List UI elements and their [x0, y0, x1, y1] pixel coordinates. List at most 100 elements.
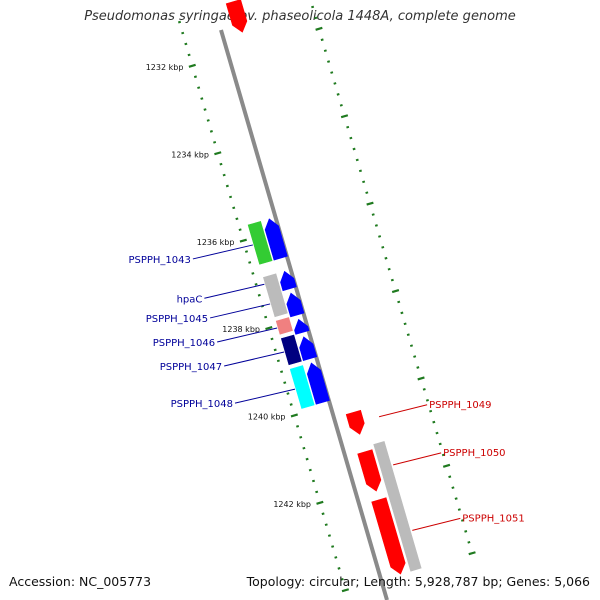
- major-tick: [341, 588, 350, 593]
- gene-feature-blue-plus[interactable]: [286, 292, 305, 318]
- gene-label[interactable]: PSPPH_1051: [462, 513, 524, 524]
- gene-label[interactable]: PSPPH_1045: [146, 314, 208, 325]
- gene-feature-blue-plus[interactable]: [280, 270, 297, 292]
- minor-tick: [289, 403, 293, 406]
- minor-tick: [177, 20, 182, 24]
- major-tick: [290, 413, 299, 418]
- minor-tick: [184, 42, 188, 46]
- minor-tick: [346, 125, 350, 129]
- minor-tick: [413, 355, 417, 358]
- major-tick: [315, 26, 323, 31]
- gene-feature-pspph_1043[interactable]: [247, 221, 273, 265]
- minor-tick: [467, 540, 471, 544]
- minor-tick: [225, 184, 229, 188]
- major-tick: [417, 376, 425, 381]
- minor-tick: [327, 534, 331, 537]
- gene-feature-pspph_1045[interactable]: [266, 286, 288, 318]
- minor-tick: [286, 392, 290, 395]
- gene-feature-pspph_1051[interactable]: [371, 497, 406, 575]
- minor-tick: [448, 475, 452, 479]
- minor-tick: [464, 530, 468, 533]
- major-tick: [188, 63, 196, 68]
- gene-feature-blue-plus[interactable]: [299, 336, 318, 361]
- gene-feature-pspph_1048[interactable]: [289, 365, 315, 409]
- minor-tick: [454, 497, 458, 500]
- gene-label[interactable]: PSPPH_1046: [153, 338, 215, 349]
- gene-labels: PSPPH_1043 hpaC PSPPH_1045 PSPPH_1046 PSPPH_…: [128, 244, 525, 531]
- ruler-ticks: [177, 5, 476, 593]
- gene-label[interactable]: PSPPH_1043: [128, 255, 190, 266]
- gene-label-leader: [412, 517, 461, 531]
- minor-tick: [283, 381, 287, 384]
- minor-tick: [206, 119, 210, 122]
- major-tick: [391, 288, 400, 294]
- gene-feature-pspph_1046[interactable]: [275, 317, 293, 335]
- minor-tick: [273, 348, 277, 352]
- minor-tick: [400, 311, 404, 315]
- minor-tick: [264, 315, 268, 319]
- map-title: Pseudomonas syringae pv. phaseolicola 14…: [84, 9, 516, 24]
- major-tick: [366, 201, 374, 206]
- minor-tick: [276, 359, 280, 363]
- minor-tick: [302, 446, 306, 450]
- gene-feature-pspph_1047[interactable]: [280, 334, 302, 366]
- minor-tick: [311, 5, 315, 9]
- gene-feature-blue-plus[interactable]: [306, 362, 330, 405]
- minor-tick: [397, 300, 401, 304]
- minor-tick: [378, 235, 382, 238]
- gene-label[interactable]: PSPPH_1050: [443, 448, 505, 459]
- gene-feature-pspph_1050[interactable]: [357, 449, 382, 492]
- minor-tick: [331, 545, 335, 548]
- minor-tick: [320, 38, 324, 42]
- gene-feature-red-minus[interactable]: [225, 0, 248, 33]
- gene-feature-pspph_1049[interactable]: [345, 409, 365, 435]
- gene-label-leader: [224, 351, 285, 367]
- minor-tick: [374, 224, 378, 227]
- gene-feature-blue-plus[interactable]: [294, 318, 310, 335]
- minor-tick: [358, 169, 362, 173]
- gene-label[interactable]: PSPPH_1047: [160, 362, 222, 373]
- minor-tick: [384, 256, 388, 260]
- ruler-tick-label: 1238 kbp: [222, 325, 260, 334]
- minor-tick: [299, 435, 303, 439]
- minor-tick: [425, 398, 429, 402]
- minor-tick: [390, 278, 394, 282]
- minor-tick: [403, 322, 407, 326]
- ruler-tick-label: 1234 kbp: [171, 150, 209, 159]
- minor-tick: [314, 16, 318, 20]
- gene-feature-gray-minus[interactable]: [373, 441, 422, 572]
- minor-tick: [422, 388, 426, 391]
- minor-tick: [416, 366, 420, 369]
- minor-tick: [232, 206, 236, 210]
- minor-tick: [337, 567, 341, 570]
- minor-tick: [321, 512, 325, 516]
- gene-label[interactable]: PSPPH_1048: [171, 399, 233, 410]
- major-tick: [442, 463, 451, 468]
- minor-tick: [429, 409, 433, 413]
- minor-tick: [254, 283, 258, 286]
- minor-tick: [270, 337, 274, 341]
- minor-tick: [244, 250, 249, 253]
- minor-tick: [323, 49, 327, 53]
- minor-tick: [311, 479, 316, 483]
- gene-label[interactable]: hpaC: [177, 294, 203, 305]
- minor-tick: [362, 180, 366, 184]
- gene-label[interactable]: PSPPH_1049: [429, 400, 491, 411]
- ruler-tick-label: 1240 kbp: [248, 413, 286, 422]
- ruler-tick-labels: 1232 kbp 1234 kbp 1236 kbp 1238 kbp 1240 kbp…: [146, 63, 311, 509]
- minor-tick: [334, 556, 338, 559]
- major-tick: [340, 114, 349, 119]
- gene-label-leader: [192, 244, 254, 260]
- minor-tick: [209, 130, 213, 133]
- minor-tick: [280, 370, 284, 374]
- major-tick: [214, 151, 222, 156]
- minor-tick: [248, 261, 252, 264]
- minor-tick: [438, 442, 442, 446]
- minor-tick: [460, 519, 465, 522]
- minor-tick: [457, 508, 461, 511]
- minor-tick: [371, 213, 375, 216]
- gene-feature-blue-plus[interactable]: [264, 218, 288, 261]
- minor-tick: [222, 173, 226, 177]
- major-tick: [316, 500, 324, 505]
- major-tick: [265, 325, 273, 331]
